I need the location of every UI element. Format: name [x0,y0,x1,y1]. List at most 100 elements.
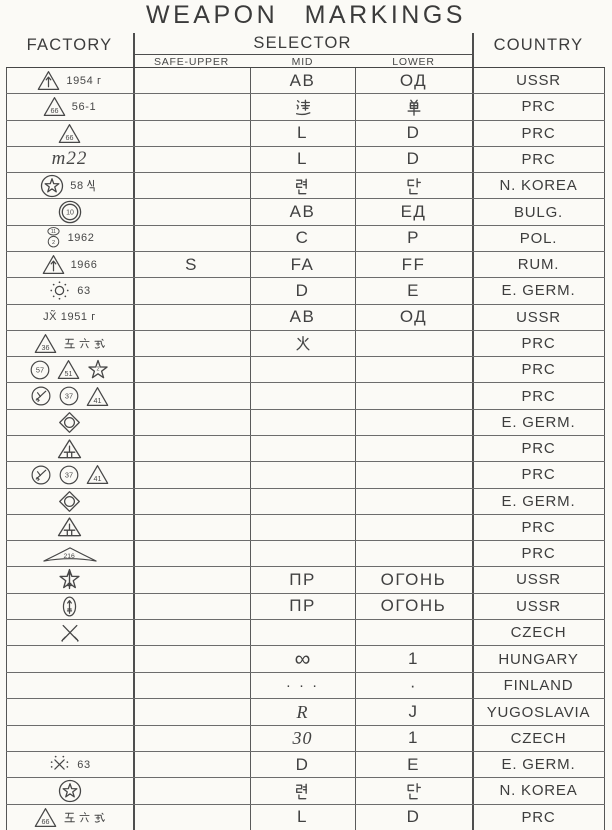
factory-text: 63 [77,285,90,297]
country-cell: USSR [516,72,561,90]
lower-cell [355,331,472,356]
hand-drawn-glyph [294,334,312,352]
dotted-x-icon [48,753,71,776]
table-row: m22 L D PRC [6,147,605,174]
lower-cell: ОД [355,68,472,93]
factory-cell [6,620,133,645]
svg-text:66: 66 [66,134,74,142]
mid-cell [250,357,355,382]
mid-cell: R [250,699,355,724]
country-cell: FINLAND [503,677,574,695]
table-row: 66 L D PRC [6,121,605,147]
table-row: N. KOREA [6,778,605,805]
hand-drawn-glyph [294,98,312,116]
circle-star-icon [40,174,64,198]
text-run: P [407,228,420,248]
factory-cell: 1954 г [6,68,133,93]
country-cell: PRC [521,545,556,563]
text-run: FF [401,254,426,274]
factory-cell: 66 [6,121,133,146]
safe-upper-cell [133,68,250,93]
table-row: 37 41 PRC [6,383,605,410]
hand-drawn-glyph [78,337,91,350]
factory-cell [6,673,133,698]
safe-upper-cell [133,305,250,330]
triangle-grid-icon [57,515,82,539]
text-run: FA [290,254,315,274]
table-row: 37 41 PRC [6,462,605,489]
lower-cell: ОД [355,305,472,330]
text-run: 63 [77,284,91,297]
text-run: · [409,675,418,695]
divider [133,33,135,830]
hand-drawn-glyph [405,177,423,195]
mid-cell [250,410,355,435]
country-cell: CZECH [510,624,567,642]
safe-upper-cell [133,594,250,619]
table-row: 216 PRC [6,541,605,568]
mid-cell: L [250,121,355,146]
table-row: 30 1 CZECH [6,726,605,753]
circle-icon: 37 [58,464,80,486]
factory-text: 1962 [68,232,95,244]
lower-cell [355,541,472,566]
mid-cell [250,462,355,487]
safe-upper-cell [133,410,250,435]
country-cell: HUNGARY [498,650,579,668]
svg-text:37: 37 [65,470,73,479]
country-cell: CZECH [510,729,567,747]
lower-cell: 1 [355,726,472,751]
lower-cell: ОГОНЬ [355,594,472,619]
svg-text:2: 2 [52,240,55,246]
table-row: PRC [6,515,605,542]
factory-cell: 66 [6,805,133,830]
safe-upper-cell [133,357,250,382]
text-run: 58 [70,179,84,192]
safe-upper-cell [133,752,250,777]
table-row: 58 N. KOREA [6,173,605,200]
safe-upper-cell [133,121,250,146]
text-run: D [406,123,421,143]
triangle-icon: 66 [58,122,81,145]
svg-text:216: 216 [63,553,75,560]
triangle-icon: 51 [57,358,80,381]
factory-text: 56-1 [72,101,96,113]
safe-upper-cell [133,173,250,198]
triangle-icon: 41 [86,463,109,486]
svg-text:57: 57 [36,365,44,374]
mid-cell: D [250,752,355,777]
mid-cell: АВ [250,68,355,93]
hand-drawn-glyph [78,811,91,824]
crossed-swords-icon [58,621,82,645]
factory-cell: 216 [6,541,133,566]
weapon-markings-table: FACTORY SELECTOR COUNTRY SAFE-UPPER MID … [6,33,606,830]
lower-cell: ОГОНЬ [355,567,472,592]
safe-upper-cell [133,541,250,566]
hand-drawn-glyph [63,337,76,350]
country-cell: E. GERM. [501,492,576,510]
table-row: E. GERM. [6,489,605,515]
mid-cell [250,489,355,514]
text-run: S [185,254,198,274]
safe-upper-cell [133,199,250,224]
safe-upper-cell [133,567,250,592]
country-cell: PRC [521,361,556,379]
table-row: 36 PRC [6,331,605,358]
country-cell: BULG. [513,203,563,221]
table-body: 1954 г АВ ОД USSR 66 56-1 PRC 66 L D PRC m22 L D PRC 58… [6,67,605,830]
factory-text: m22 [52,148,88,170]
safe-upper-cell [133,515,250,540]
column-header-factory: FACTORY [26,36,113,54]
table-row: 66 56-1 PRC [6,94,605,121]
mid-cell [250,94,355,119]
mid-cell [250,173,355,198]
svg-text:66: 66 [41,818,49,826]
factory-cell: 63 [6,278,133,303]
mid-cell: L [250,147,355,172]
country-cell: PRC [521,124,556,142]
safe-upper-cell [133,278,250,303]
lower-cell: FF [355,252,472,277]
text-run: R [296,701,309,722]
divider [603,67,605,830]
factory-cell [6,436,133,461]
